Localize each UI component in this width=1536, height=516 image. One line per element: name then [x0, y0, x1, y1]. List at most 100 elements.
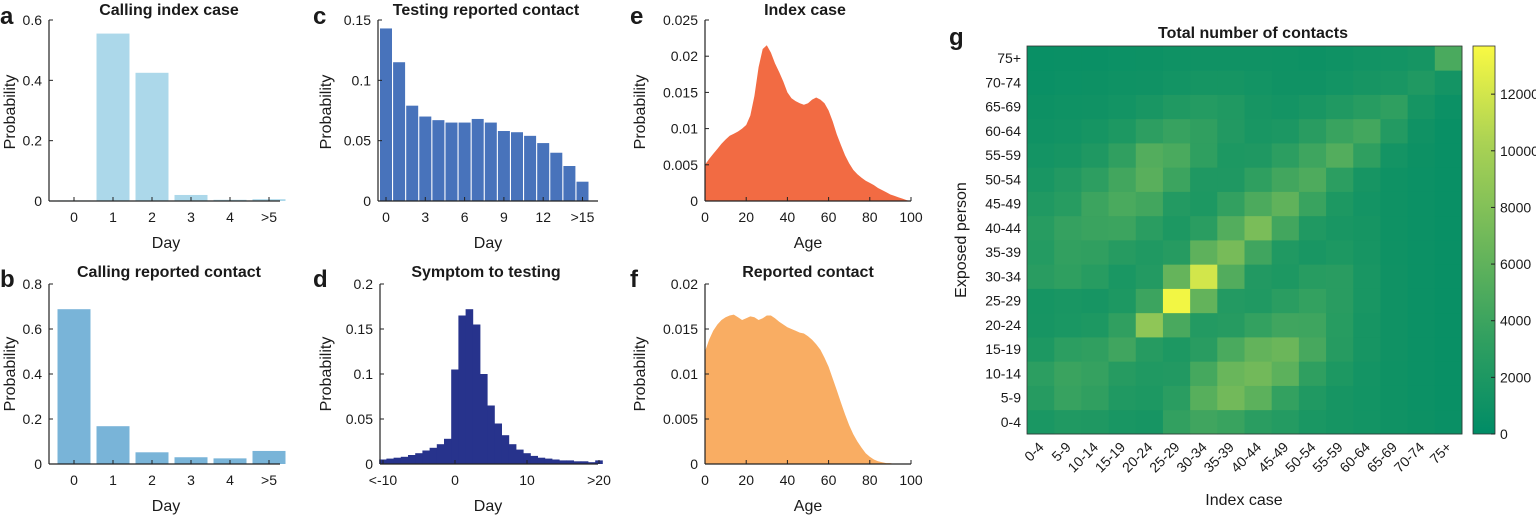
heatmap-cell — [1298, 215, 1327, 241]
heatmap-cell — [1190, 70, 1218, 95]
heatmap-cell — [1135, 409, 1164, 435]
heatmap-cell — [1353, 361, 1381, 386]
heatmap-cell — [1244, 94, 1273, 120]
heatmap-cell — [1081, 167, 1109, 192]
heatmap-cell — [1027, 167, 1055, 192]
heatmap-cell — [1190, 264, 1218, 289]
panel-d-bar — [552, 459, 560, 464]
heatmap-cell — [1353, 240, 1381, 265]
panel-e-y-tick-label: 0.025 — [663, 12, 698, 28]
panel-a-y-tick-label: 0.6 — [23, 12, 43, 28]
heatmap-cell — [1054, 240, 1082, 265]
panel-d-x-tick-label: >20 — [587, 472, 611, 488]
heatmap-cell — [1027, 46, 1055, 71]
heatmap-cell — [1081, 240, 1109, 265]
heatmap-cell — [1298, 240, 1327, 265]
heatmap-cell — [1162, 409, 1191, 435]
panel-e-x-tick-label: 20 — [738, 209, 754, 225]
heatmap-cell — [1217, 288, 1245, 314]
heatmap-cell — [1217, 409, 1245, 435]
panel-f-x-tick-label: 40 — [780, 472, 796, 488]
heatmap-cell — [1407, 143, 1436, 168]
panel-g-y-tick-label: 15-19 — [985, 341, 1021, 357]
heatmap-cell — [1407, 240, 1436, 265]
panel-c-x-tick-label: 6 — [461, 209, 469, 225]
panel-b-x-ticks: 0 1 2 3 4 >5 — [70, 460, 277, 488]
heatmap-cell — [1353, 94, 1381, 120]
heatmap-cell — [1162, 312, 1191, 338]
heatmap-cell — [1054, 118, 1082, 144]
heatmap-cell — [1298, 167, 1327, 192]
panel-a-x-tick-label: 1 — [109, 209, 117, 225]
panel-g-contact-matrix: g Total number of contacts 0-45-910-1415… — [949, 24, 1536, 509]
panel-a-bar — [96, 33, 130, 202]
heatmap-cell — [1027, 337, 1055, 362]
heatmap-cell — [1244, 409, 1273, 435]
panel-g-x-tick-label: 40-44 — [1228, 439, 1265, 476]
heatmap-cell — [1380, 118, 1409, 144]
heatmap-cell — [1054, 46, 1082, 71]
heatmap-cell — [1054, 385, 1082, 411]
panel-g-y-tick-label: 25-29 — [985, 293, 1021, 309]
panel-label-e: e — [630, 3, 643, 30]
heatmap-cell — [1298, 361, 1327, 386]
heatmap-cell — [1326, 385, 1354, 411]
heatmap-cell — [1298, 385, 1327, 411]
heatmap-cell — [1135, 288, 1164, 314]
heatmap-cell — [1326, 240, 1354, 265]
panel-d-bar — [573, 461, 582, 464]
heatmap-cell — [1244, 118, 1273, 144]
heatmap-cell — [1027, 118, 1055, 144]
panel-g-x-tick-label: 75+ — [1426, 439, 1454, 467]
heatmap-cell — [1162, 46, 1191, 71]
heatmap-cell — [1434, 312, 1463, 338]
heatmap-cell — [1244, 70, 1273, 95]
heatmap-cell — [1434, 240, 1463, 265]
panel-g-y-tick-label: 55-59 — [985, 147, 1021, 163]
heatmap-cell — [1027, 409, 1055, 435]
panel-g-y-tick-label: 40-44 — [985, 220, 1021, 236]
panel-g-frame — [1026, 45, 1463, 435]
panel-d-y-tick-label: 0.15 — [346, 321, 373, 337]
heatmap-cell — [1380, 191, 1409, 217]
panel-b-x-label: Day — [152, 498, 180, 515]
heatmap-cell — [1326, 167, 1354, 192]
panel-b-bar — [135, 452, 169, 464]
panel-c-x-tick-label: 12 — [535, 209, 551, 225]
heatmap-cell — [1027, 312, 1055, 338]
heatmap-cell — [1027, 264, 1055, 289]
panel-g-y-tick-label: 50-54 — [985, 171, 1021, 187]
heatmap-cell — [1353, 70, 1381, 95]
panel-c-x-label: Day — [474, 235, 502, 252]
panel-d-y-ticks: 0 0.05 0.1 0.15 0.2 — [346, 276, 384, 472]
panel-e-y-tick-label: 0.02 — [671, 48, 698, 64]
panel-f-x-tick-label: 20 — [738, 472, 754, 488]
panel-g-x-tick-label: 0-4 — [1021, 439, 1047, 465]
heatmap-cell — [1081, 70, 1109, 95]
panel-c-bar — [537, 143, 550, 201]
panel-a-title: Calling index case — [99, 2, 239, 19]
panel-g-x-tick-label: 15-19 — [1092, 439, 1129, 476]
panel-g-x-tick-label: 50-54 — [1282, 439, 1319, 476]
heatmap-cell — [1407, 288, 1436, 314]
heatmap-cell — [1108, 215, 1137, 241]
panel-c-bar — [524, 135, 537, 201]
heatmap-cell — [1353, 118, 1381, 144]
panel-label-d: d — [313, 266, 328, 293]
panel-g-heatmap-cells — [1027, 46, 1463, 435]
panel-a-calling-index-case: a Calling index case 0 1 2 3 4 >5 00.20.40.6 … — [0, 2, 286, 252]
panel-d-bar — [487, 405, 495, 464]
heatmap-cell — [1217, 361, 1245, 386]
panel-label-f: f — [630, 266, 639, 293]
heatmap-cell — [1326, 191, 1354, 217]
colorbar-tick-label: 4000 — [1500, 313, 1531, 329]
heatmap-cell — [1162, 288, 1191, 314]
panel-d-bar — [523, 453, 531, 464]
panel-e-x-ticks: 0 20 40 60 80 100 — [701, 197, 923, 225]
panel-e-y-label: Probability — [632, 75, 649, 150]
heatmap-cell — [1326, 46, 1354, 71]
heatmap-cell — [1380, 312, 1409, 338]
heatmap-cell — [1217, 312, 1245, 338]
heatmap-cell — [1054, 191, 1082, 217]
panel-d-title: Symptom to testing — [411, 264, 560, 281]
